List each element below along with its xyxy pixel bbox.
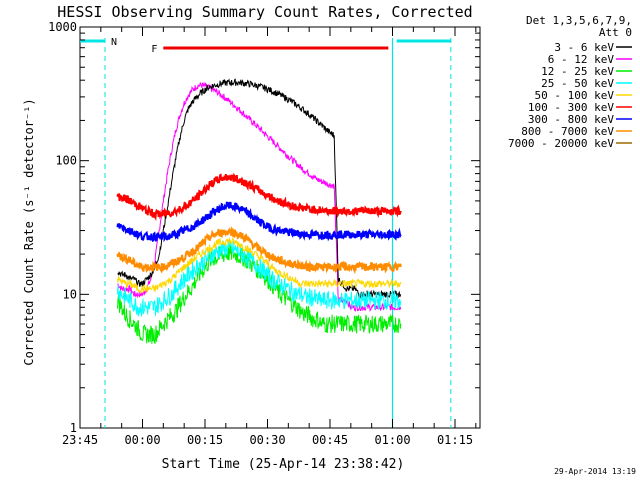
series-line-25-50kev bbox=[117, 239, 402, 318]
x-tick-label: 00:30 bbox=[249, 433, 285, 447]
x-tick-label: 00:45 bbox=[312, 433, 348, 447]
series-line-6-12kev bbox=[117, 81, 402, 313]
legend-header-line-1: Det 1,3,5,6,7,9, bbox=[526, 14, 632, 27]
series-line-100-300kev bbox=[116, 172, 402, 222]
legend-header-line-2: Att 0 bbox=[599, 26, 632, 39]
series-line-12-25kev bbox=[117, 243, 402, 345]
night-marker-label: N bbox=[111, 37, 117, 48]
series-line-300-800kev bbox=[116, 201, 402, 243]
series-line-800-7000kev bbox=[116, 225, 402, 275]
flare-marker-label: F bbox=[151, 44, 157, 55]
y-tick-label: 10 bbox=[63, 287, 77, 301]
x-tick-label: 01:00 bbox=[374, 433, 410, 447]
data-series-group: NF bbox=[80, 37, 452, 428]
series-line-3-6kev bbox=[117, 78, 402, 299]
x-axis-label: Start Time (25-Apr-14 23:38:42) bbox=[162, 457, 405, 472]
legend-entry-label: 50 - 100 keV bbox=[535, 89, 615, 102]
y-tick-label: 100 bbox=[55, 154, 77, 168]
chart-title: HESSI Observing Summary Count Rates, Cor… bbox=[57, 3, 472, 21]
legend-entry-label: 12 - 25 keV bbox=[541, 65, 614, 78]
x-tick-label: 00:00 bbox=[124, 433, 160, 447]
series-line-50-100kev bbox=[117, 236, 402, 295]
legend-entry-label: 25 - 50 keV bbox=[541, 77, 614, 90]
legend-entry-label: 6 - 12 keV bbox=[548, 53, 615, 66]
footer-timestamp: 29-Apr-2014 13:19 bbox=[554, 467, 636, 476]
plot-area: NF bbox=[79, 26, 481, 429]
x-tick-label: 00:15 bbox=[187, 433, 223, 447]
y-tick-label: 1 bbox=[70, 421, 77, 435]
y-axis-label: Corrected Count Rate (s⁻¹ detector⁻¹) bbox=[22, 98, 36, 365]
legend-entry-label: 800 - 7000 keV bbox=[521, 125, 614, 138]
plot-frame bbox=[79, 26, 481, 429]
x-tick-label: 23:45 bbox=[62, 433, 98, 447]
y-tick-label: 1000 bbox=[48, 20, 77, 34]
legend-entry-label: 3 - 6 keV bbox=[554, 41, 614, 54]
legend-entry-label: 300 - 800 keV bbox=[528, 113, 614, 126]
legend-entry-label: 100 - 300 keV bbox=[528, 101, 614, 114]
axis-ticks: 1 10 100 1000 23:45 00:00 00:15 00:30 00:45 01:00… bbox=[48, 20, 480, 447]
legend-entry-label: 7000 - 20000 keV bbox=[508, 137, 614, 150]
x-tick-label: 01:15 bbox=[437, 433, 473, 447]
